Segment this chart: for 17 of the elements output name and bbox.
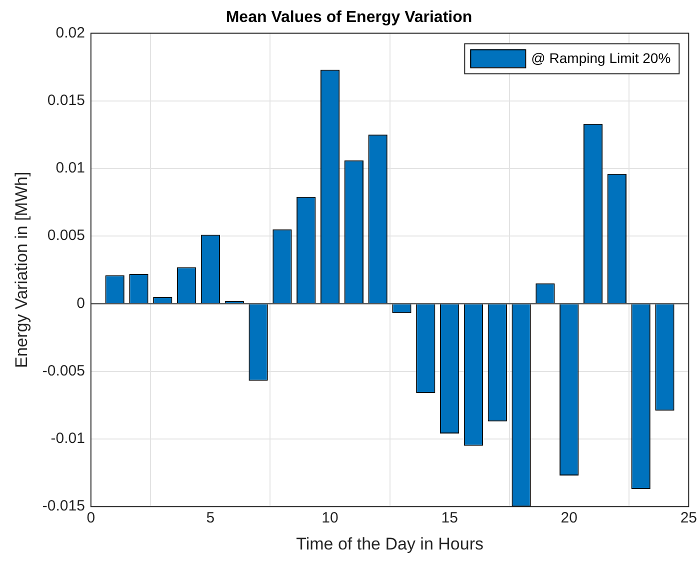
x-tick-label: 5 <box>206 510 215 527</box>
x-tick-label: 20 <box>560 510 578 527</box>
y-tick-label: 0.015 <box>47 92 85 109</box>
y-tick-label: -0.01 <box>50 430 85 448</box>
chart-title: Mean Values of Energy Variation <box>226 9 472 26</box>
y-tick-label: 0.005 <box>47 227 85 244</box>
y-tick-label: 0.01 <box>56 160 85 177</box>
legend-label: @ Ramping Limit 20% <box>531 50 671 66</box>
y-tick-label: 0 <box>76 294 85 312</box>
x-tick-label: 25 <box>680 510 697 527</box>
x-tick-label: 10 <box>322 510 338 527</box>
y-axis-title: Energy Variation in [MWh] <box>12 172 31 368</box>
y-tick-label: -0.015 <box>42 498 85 515</box>
y-tick-label: -0.005 <box>42 362 85 380</box>
x-tick-label: 15 <box>441 510 458 527</box>
y-tick-label: 0.02 <box>56 24 85 42</box>
x-axis-title: Time of the Day in Hours <box>296 534 484 554</box>
